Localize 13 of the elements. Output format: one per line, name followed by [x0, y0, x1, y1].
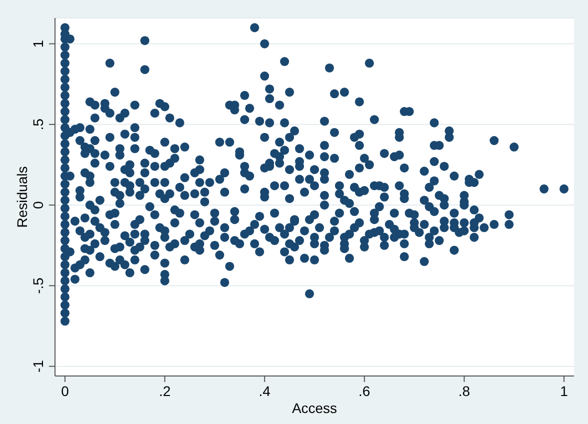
- y-tick-label: .5: [30, 118, 46, 130]
- y-tick-label: 0: [30, 200, 46, 209]
- x-tick-label: .8: [458, 383, 470, 399]
- y-tick-label: -.5: [30, 277, 46, 294]
- x-tick-label: 0: [61, 383, 70, 399]
- x-tick-label: .6: [358, 383, 370, 399]
- y-axis-title: Residuals: [14, 166, 30, 228]
- x-tick-label: .4: [258, 383, 271, 399]
- y-tick-label: -1: [30, 360, 46, 373]
- y-tick-label: 1: [30, 40, 46, 48]
- x-tick-label: .2: [158, 383, 171, 399]
- x-tick-label: 1: [560, 383, 568, 399]
- x-axis-title: Access: [292, 400, 338, 416]
